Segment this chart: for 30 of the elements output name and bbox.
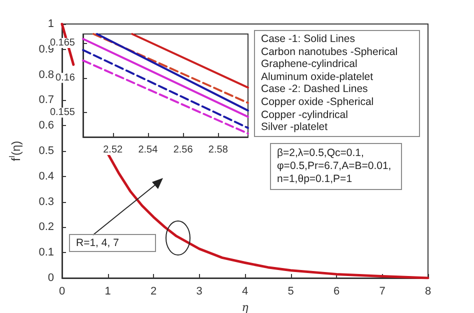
y-tick-label: 0.16 xyxy=(56,72,76,84)
x-tick-label: 8 xyxy=(424,286,432,298)
x-tick-label: 2.54 xyxy=(138,144,158,156)
annotation: β=2,λ=0.5,Qc=0.1, φ=0.5,Pr=6.7,A=B=0.01, n=1,θp=0.1,P=1 xyxy=(270,143,402,190)
y-tick-label: 0.2 xyxy=(38,221,54,234)
x-tick-label: 4 xyxy=(242,286,248,298)
x-tick-label: 6 xyxy=(333,286,340,298)
x-tick-label: 5 xyxy=(288,286,294,298)
y-axis-title: fI(η) xyxy=(8,140,23,162)
y-tick-label: 0.7 xyxy=(38,94,54,106)
y-tick-label: 0.4 xyxy=(38,170,54,182)
x-tick-label: 2 xyxy=(150,286,157,298)
y-tick-label: 0.155 xyxy=(50,107,76,118)
annotation: R=1, 4, 7 xyxy=(69,234,156,252)
x-axis-title: η xyxy=(242,300,249,313)
y-tick-label: 0.6 xyxy=(38,120,54,132)
x-tick-label: 3 xyxy=(196,286,202,298)
x-tick-label: 7 xyxy=(379,286,386,298)
y-tick-label: 0 xyxy=(48,272,54,284)
x-tick-label: 2.58 xyxy=(208,144,228,156)
y-tick-label: 0.3 xyxy=(38,196,54,208)
y-tick-label: 0.8 xyxy=(38,68,54,81)
y-tick-label: 0.165 xyxy=(50,38,76,49)
x-tick-label: 2.52 xyxy=(103,144,124,156)
y-tick-label: 1 xyxy=(48,18,54,30)
x-tick-label: 1 xyxy=(104,286,111,298)
annotation: Case -1: Solid Lines Carbon nanotubes -Spherical Graphene-cylindrical Aluminum oxide-platelet Case -2: Dashed Lines Copper oxide -Spherical Copper -cylindrical Silver -platelet xyxy=(254,30,420,137)
x-tick-label: 2.56 xyxy=(173,144,194,156)
y-tick-label: 0.1 xyxy=(38,246,54,259)
y-tick-label: 0.5 xyxy=(38,145,54,157)
